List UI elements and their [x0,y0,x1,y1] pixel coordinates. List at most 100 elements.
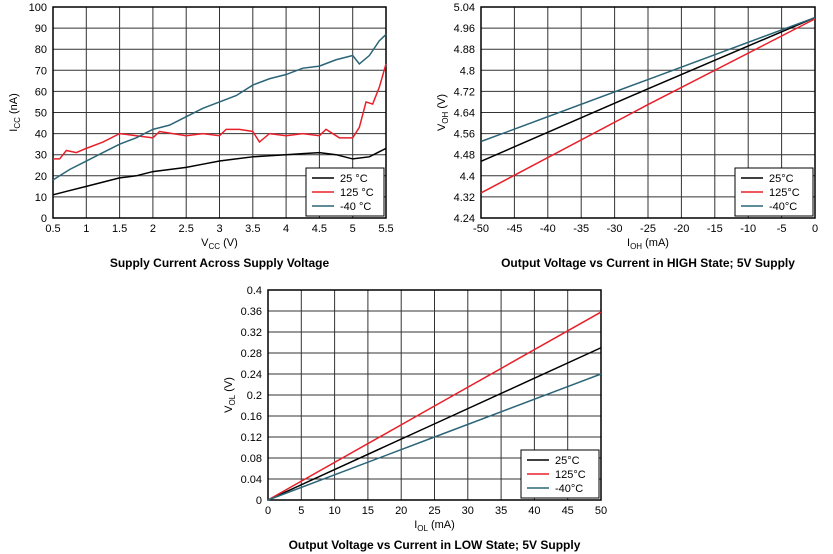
x-tick-label: -20 [673,223,689,235]
data-line [267,311,602,501]
y-tick-label: 60 [35,86,47,98]
legend-label: -40°C [555,483,583,495]
x-axis-label-part: (mA) [642,237,669,249]
plot-border [267,289,602,501]
data-line [52,33,387,181]
x-tick-label: 4.5 [312,223,327,235]
legend-label: 25°C [555,455,580,467]
y-tick-label: 4.24 [454,213,475,225]
x-tick-label: -40 [540,223,556,235]
x-tick-label: -10 [740,223,756,235]
y-axis-label-part: (V) [223,377,235,395]
y-tick-label: 4.48 [454,150,475,162]
legend-label: 125°C [769,187,800,199]
y-axis-label-part: (V) [436,94,448,112]
y-tick-label: 100 [29,2,47,14]
x-tick-label: 45 [562,505,574,517]
y-tick-label: 0.16 [241,411,262,423]
x-tick-label: 5 [298,505,304,517]
y-tick-label: 0.08 [241,453,262,465]
chart-title: Output Voltage vs Current in LOW State; … [289,538,581,552]
y-tick-label: 4.56 [454,129,475,141]
x-tick-label: 25 [428,505,440,517]
x-axis-label-part: OH [630,242,642,251]
y-axis-label-part: OH [441,111,450,123]
x-axis-label-part: I [414,519,417,531]
x-tick-label: -15 [707,223,723,235]
x-tick-label: 5 [350,223,356,235]
y-tick-label: 4.4 [460,171,475,183]
x-tick-label: -5 [777,223,787,235]
y-tick-label: 0.4 [247,285,262,297]
x-tick-label: 1 [83,223,89,235]
x-tick-label: 4 [283,223,289,235]
x-tick-label: 0 [265,505,271,517]
x-axis-label: IOL (mA) [414,519,455,533]
chart-title: Output Voltage vs Current in HIGH State;… [501,256,795,270]
y-axis-label: ICC (nA) [8,93,22,131]
x-tick-label: 40 [528,505,540,517]
y-tick-label: 0 [256,495,262,507]
y-tick-label: 4.64 [454,108,475,120]
x-axis-label-part: OL [417,524,428,533]
x-axis-label-part: (V) [220,237,238,249]
legend-label: 25 °C [340,173,368,185]
y-tick-label: 0.12 [241,432,262,444]
y-axis-label-part: OL [228,394,237,405]
x-tick-label: 2 [150,223,156,235]
x-tick-label: -45 [506,223,522,235]
x-axis-label-part: V [201,237,209,249]
y-tick-label: 4.8 [460,65,475,77]
y-axis-label-part: CC [13,117,22,129]
y-axis-label: VOL (V) [223,377,237,413]
y-axis-label-part: I [8,129,20,132]
x-tick-label: 3.5 [245,223,260,235]
y-tick-label: 0 [41,213,47,225]
y-tick-label: 80 [35,44,47,56]
y-tick-label: 50 [35,108,47,120]
data-line [267,347,602,501]
y-tick-label: 0.36 [241,306,262,318]
y-tick-label: 70 [35,65,47,77]
y-tick-label: 4.96 [454,23,475,35]
x-tick-label: 20 [395,505,407,517]
y-axis-label-part: (nA) [8,93,20,117]
legend-label: 125°C [555,469,586,481]
x-tick-label: 15 [362,505,374,517]
y-tick-label: 10 [35,192,47,204]
y-tick-label: 4.88 [454,44,475,56]
x-tick-label: 0 [812,223,818,235]
legend-label: -40 °C [340,201,371,213]
x-tick-label: -30 [607,223,623,235]
y-tick-label: 0.32 [241,327,262,339]
y-tick-label: 0.24 [241,369,262,381]
data-line [53,63,387,160]
x-tick-label: 2.5 [179,223,194,235]
x-tick-label: -25 [640,223,656,235]
legend-label: 25°C [769,173,794,185]
y-tick-label: 40 [35,129,47,141]
x-tick-label: 1.5 [112,223,127,235]
x-tick-label: 0.5 [45,223,60,235]
chart-title: Supply Current Across Supply Voltage [110,256,330,270]
x-tick-label: 35 [495,505,507,517]
y-tick-label: 0.04 [241,474,262,486]
y-tick-label: 0.28 [241,348,262,360]
x-tick-label: 3 [216,223,222,235]
x-tick-label: 30 [462,505,474,517]
x-tick-label: 10 [328,505,340,517]
x-axis-label: IOH (mA) [627,237,669,251]
data-line [480,16,816,162]
y-tick-label: 5.04 [454,2,475,14]
data-line [52,147,387,196]
y-tick-label: 4.32 [454,192,475,204]
data-line [480,16,816,143]
y-tick-label: 0.2 [247,390,262,402]
plot-border [480,6,816,219]
x-tick-label: -50 [473,223,489,235]
x-axis-label-part: (mA) [428,519,455,531]
plot-border [52,6,387,219]
legend-label: -40°C [769,201,797,213]
y-tick-label: 30 [35,150,47,162]
